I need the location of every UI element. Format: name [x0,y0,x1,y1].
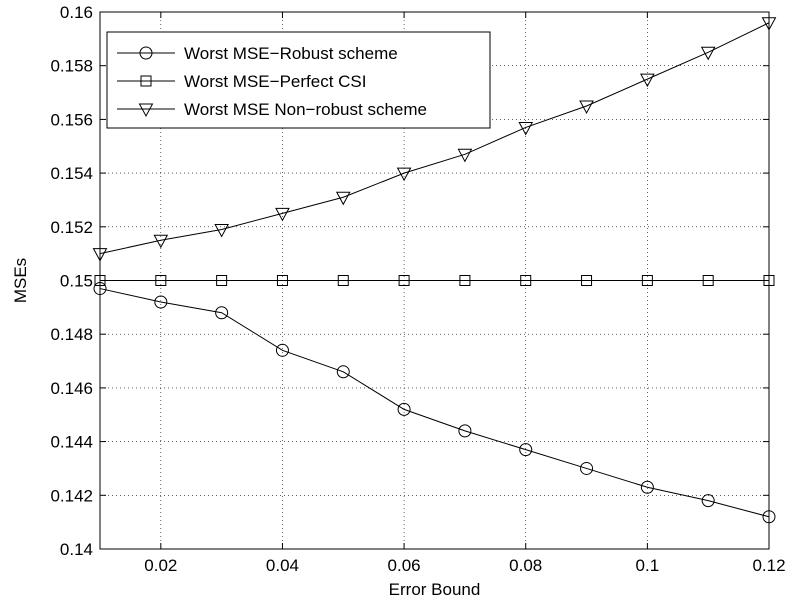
data-point [216,275,228,286]
y-tick-label: 0.146 [50,379,93,398]
data-point [336,365,350,379]
series-line [99,22,770,255]
y-axis-label: MSEs [11,258,30,303]
y-tick-label: 0.144 [50,433,93,452]
data-point [214,223,229,238]
y-tick-label: 0.154 [50,164,93,183]
x-tick-label: 0.08 [509,556,542,575]
data-point [155,275,167,286]
legend: Worst MSE−Robust scheme Worst MSE−Perfect… [106,31,491,129]
data-point [275,343,289,357]
x-axis-label: Error Bound [389,580,481,599]
axis-ticks: 0.02 0.04 0.06 0.08 0.1 0.12 0.14 0.142 0.144 0.1… [50,3,785,575]
x-tick-label: 0.12 [752,556,785,575]
legend-marker [140,75,152,87]
data-point [581,275,593,286]
data-point [335,191,351,206]
legend-label: Worst MSE−Robust scheme [184,44,398,63]
x-tick-label: 0.1 [636,556,660,575]
data-point [458,424,472,438]
legend-item: Worst MSE−Perfect CSI [117,72,366,91]
legend-marker [138,103,154,118]
y-tick-label: 0.15 [60,272,93,291]
legend-item: Worst MSE−Robust scheme [117,44,398,63]
data-point [337,275,349,286]
y-tick-label: 0.156 [50,110,93,129]
legend-label: Worst MSE Non−robust scheme [184,100,427,119]
data-point [275,207,290,222]
y-tick-label: 0.16 [60,3,93,22]
legend-items: Worst MSE−Robust scheme Worst MSE−Perfect… [117,44,427,119]
legend-label: Worst MSE−Perfect CSI [184,72,366,91]
data-point [640,480,654,494]
y-tick-label: 0.158 [50,57,93,76]
data-point [702,275,714,286]
data-point [154,295,168,309]
data-point [215,306,229,320]
y-tick-label: 0.148 [50,325,93,344]
data-point [398,275,410,286]
legend-box [106,31,491,129]
y-tick-label: 0.152 [50,218,93,237]
legend-item: Worst MSE Non−robust scheme [117,100,427,119]
x-tick-label: 0.02 [144,556,177,575]
x-tick-label: 0.06 [388,556,421,575]
data-point [457,148,473,163]
x-tick-label: 0.04 [266,556,299,575]
y-tick-label: 0.14 [60,540,93,559]
data-point [579,100,594,115]
y-tick-label: 0.142 [50,486,93,505]
data-point [518,121,534,136]
data-point [641,275,653,286]
data-point [396,167,412,182]
data-point [459,275,471,286]
data-point [520,275,532,286]
data-point [276,275,288,286]
legend-marker [139,46,153,60]
data-point [701,494,715,508]
data-point [519,443,533,457]
series-line [99,288,770,518]
data-point [153,234,169,249]
data-point [397,402,411,416]
data-point [700,46,716,61]
data-point [640,73,655,88]
series-3 [92,17,777,262]
data-point [580,461,594,475]
